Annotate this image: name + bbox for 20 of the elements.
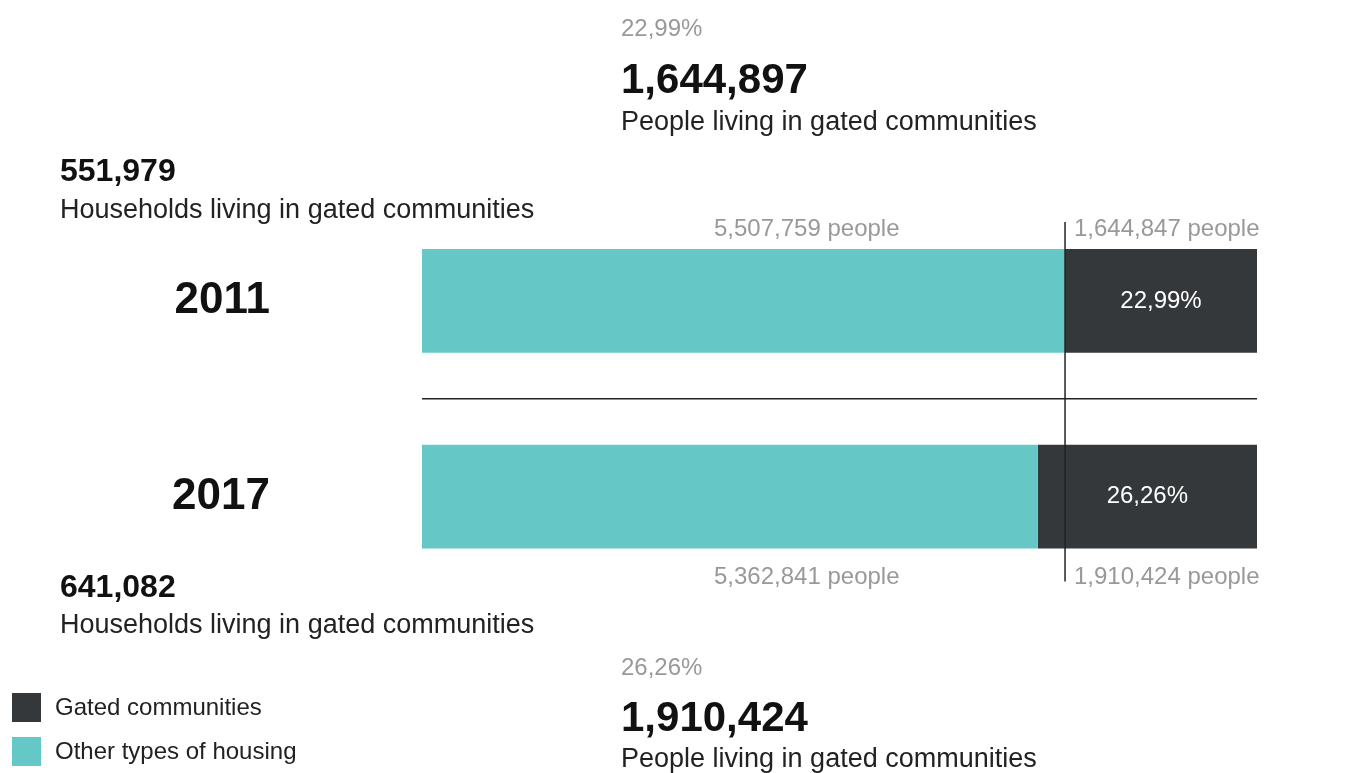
text: 1,644,897 bbox=[621, 55, 808, 102]
data-label: 22,99% bbox=[1120, 285, 1202, 313]
y-tick-label: 2017 bbox=[172, 468, 270, 518]
text: 26,26% bbox=[621, 653, 703, 680]
data-label: 26,26% bbox=[1106, 481, 1189, 509]
y-tick-label: 2011 bbox=[174, 273, 270, 323]
text: 641,082 bbox=[60, 568, 176, 604]
text: Households living in gated communities bbox=[60, 609, 535, 639]
legend-label: Other types of housing bbox=[55, 737, 297, 765]
text: 22,99% bbox=[621, 14, 703, 41]
annotation: 5,362,841 people bbox=[714, 562, 900, 589]
annotation: 5,507,759 people bbox=[714, 214, 900, 241]
annotation: 1,910,424 people bbox=[1074, 562, 1260, 589]
annotation: 1,644,847 people bbox=[1074, 214, 1260, 241]
text: People living in gated communities bbox=[621, 743, 1037, 773]
text: People living in gated communities bbox=[621, 106, 1037, 136]
text: 551,979 bbox=[60, 152, 176, 188]
legend-label: Gated communities bbox=[55, 693, 262, 721]
text: 1,910,424 bbox=[621, 693, 808, 740]
annotation: Households living in gated communities bbox=[60, 194, 535, 224]
